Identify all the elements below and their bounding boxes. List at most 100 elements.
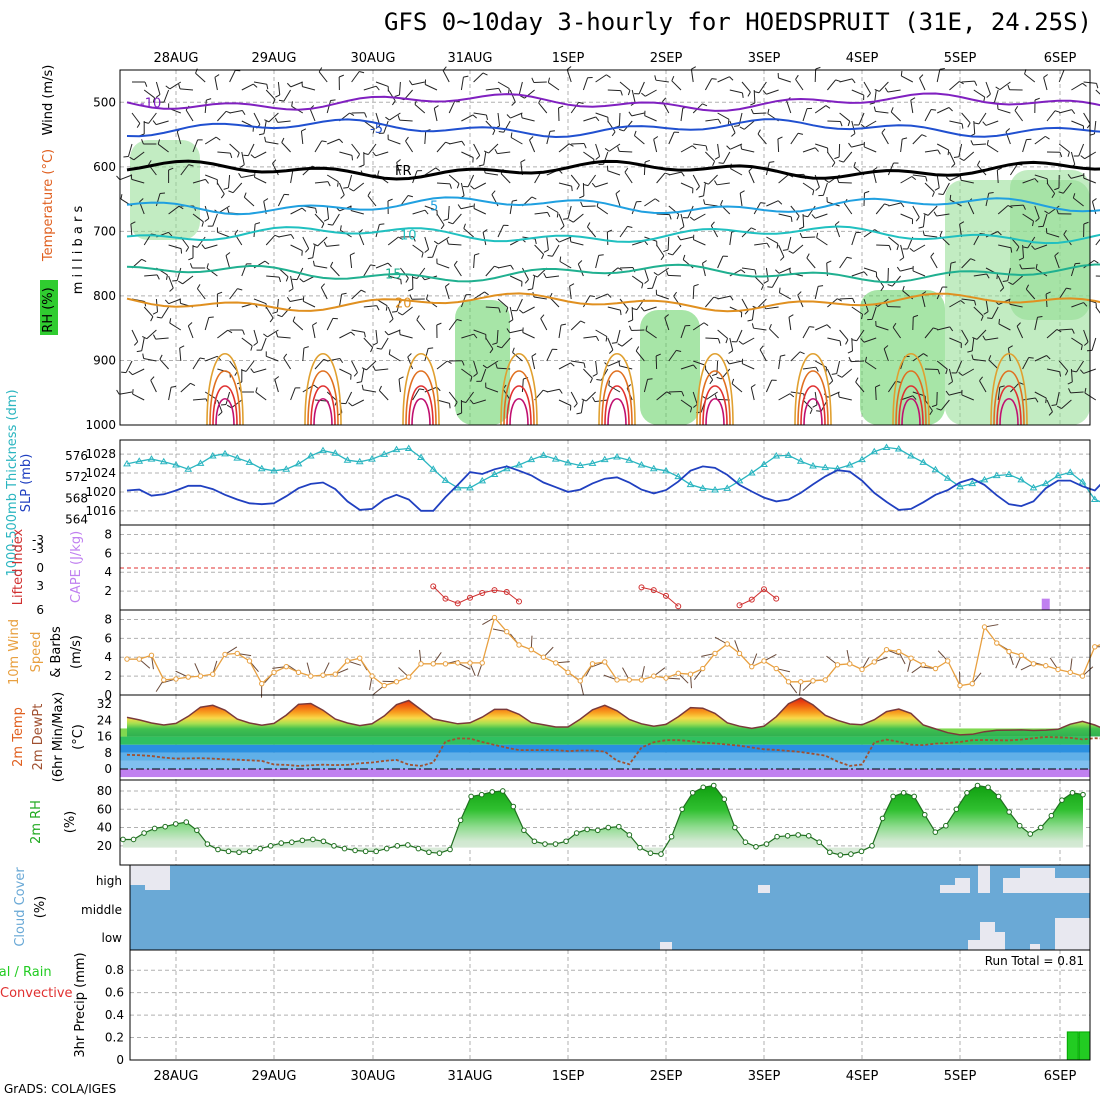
wind-barb-flag: [790, 216, 793, 222]
thickness-marker: [613, 453, 621, 460]
wind-barb-flag: [951, 163, 956, 168]
wind-barb: [900, 395, 914, 401]
wind-barb-flag: [1067, 174, 1072, 179]
wind-barb-flag: [225, 252, 231, 256]
wind-barb-flag: [973, 122, 980, 125]
rh-point: [204, 841, 211, 847]
rh-point: [932, 829, 939, 835]
wind-barb: [979, 380, 987, 393]
isotherm-label: 10: [400, 229, 417, 244]
wind-barb: [927, 205, 938, 216]
wind-barb: [779, 292, 792, 300]
wind-barb: [216, 399, 223, 413]
wind-barb: [192, 178, 206, 184]
wind-barb-flag: [997, 231, 1002, 236]
wind-barb-flag: [961, 123, 964, 129]
wind-barb-flag: [586, 222, 591, 228]
temp-band: [120, 768, 1090, 778]
wind-barb: [680, 325, 686, 339]
wind-barb: [363, 85, 377, 91]
wind-barb-flag: [595, 155, 600, 160]
wind-barb-flag: [583, 143, 587, 149]
wind-speed-point: [222, 651, 228, 658]
wind-barb: [949, 120, 963, 125]
wind-barb: [664, 317, 670, 331]
wind-barb-flag: [1016, 246, 1020, 252]
wind-barb: [180, 382, 191, 393]
wind-speed-point: [675, 670, 681, 676]
wind-barb-flag: [838, 160, 844, 163]
boundary-layer-contour: [607, 397, 627, 426]
wind-barb: [741, 81, 751, 93]
wind-barb: [509, 329, 523, 334]
rh-point: [953, 806, 960, 813]
wind-barb-flag: [949, 326, 954, 332]
wind-barb-flag: [1035, 217, 1040, 222]
precip-legend-rain: Total / Rain: [0, 965, 52, 980]
wind-barb-flag: [281, 137, 285, 143]
wind-barb-flag: [356, 381, 362, 384]
wind-barb-flag: [253, 342, 258, 346]
wind-barb: [656, 172, 666, 184]
wind-barb-flag: [864, 190, 870, 194]
wind-barb-flag: [370, 347, 374, 353]
wind-barb-flag: [869, 102, 875, 105]
wind-barb-flag: [1007, 84, 1011, 90]
wind-barb-flag: [524, 279, 529, 284]
panel-frame-precip: [129, 949, 1091, 1061]
wind-barb: [1063, 234, 1072, 246]
precip-tick: 0.6: [105, 986, 124, 1000]
wind-barb-flag: [253, 83, 258, 88]
lifted-index-point: [675, 603, 682, 610]
wind-barb: [583, 116, 596, 122]
wind-speed-point: [773, 665, 779, 672]
wind-barb: [485, 172, 499, 176]
wind-barb-flag: [372, 151, 377, 157]
wind-barb-flag: [569, 236, 572, 242]
wind-barb: [888, 202, 902, 207]
thickness-marker: [208, 451, 217, 459]
wind-barb: [351, 289, 362, 300]
wind-barb-flag: [226, 207, 230, 214]
wind-barb: [778, 213, 792, 218]
wind-barb-flag: [482, 229, 488, 233]
wind-barb: [643, 267, 649, 281]
wind-barb-flag: [729, 295, 734, 301]
wind-barb: [1014, 110, 1024, 122]
wind-barb-flag: [645, 325, 648, 331]
thickness-marker: [306, 451, 315, 459]
wind-barb-flag: [640, 306, 645, 312]
wind-barb-flag: [359, 70, 365, 74]
wind-barb: [948, 391, 962, 396]
axes-layer: 28AUG28AUG29AUG29AUG30AUG30AUG31AUG31AUG…: [0, 51, 1091, 1084]
rh-shading-region: [640, 310, 700, 425]
wind-barb: [1063, 182, 1072, 194]
wind-barb: [196, 236, 206, 248]
wind-barb: [389, 112, 401, 121]
thickness-marker: [551, 455, 560, 462]
temp-tick: 32: [97, 697, 112, 711]
wind-barb: [619, 150, 633, 153]
wind-tick: 8: [104, 612, 112, 626]
wind-barb-flag: [142, 353, 145, 359]
wind-barb-flag: [664, 172, 670, 176]
wind-barb-flag: [359, 164, 365, 168]
wind-barb-flag: [644, 159, 650, 163]
thickness-marker: [417, 453, 425, 461]
wind-barb-flag: [751, 323, 755, 329]
wind-barb-flag: [1066, 287, 1072, 290]
wind-barb: [961, 258, 971, 269]
wind-barb: [558, 399, 571, 406]
wind-barb: [375, 262, 389, 269]
wind-barb: [717, 295, 731, 300]
wind-barb-flag: [543, 272, 547, 278]
wind-barb: [967, 202, 975, 215]
wind-barb: [302, 236, 310, 249]
wind-barb: [436, 263, 450, 269]
wind-barb-flag: [412, 276, 418, 280]
wind-barb-flag: [900, 70, 903, 76]
wind-barb: [314, 399, 328, 402]
wind-barb-flag: [579, 195, 585, 199]
wind-barb-flag: [727, 119, 730, 125]
wind-barb: [690, 69, 694, 83]
